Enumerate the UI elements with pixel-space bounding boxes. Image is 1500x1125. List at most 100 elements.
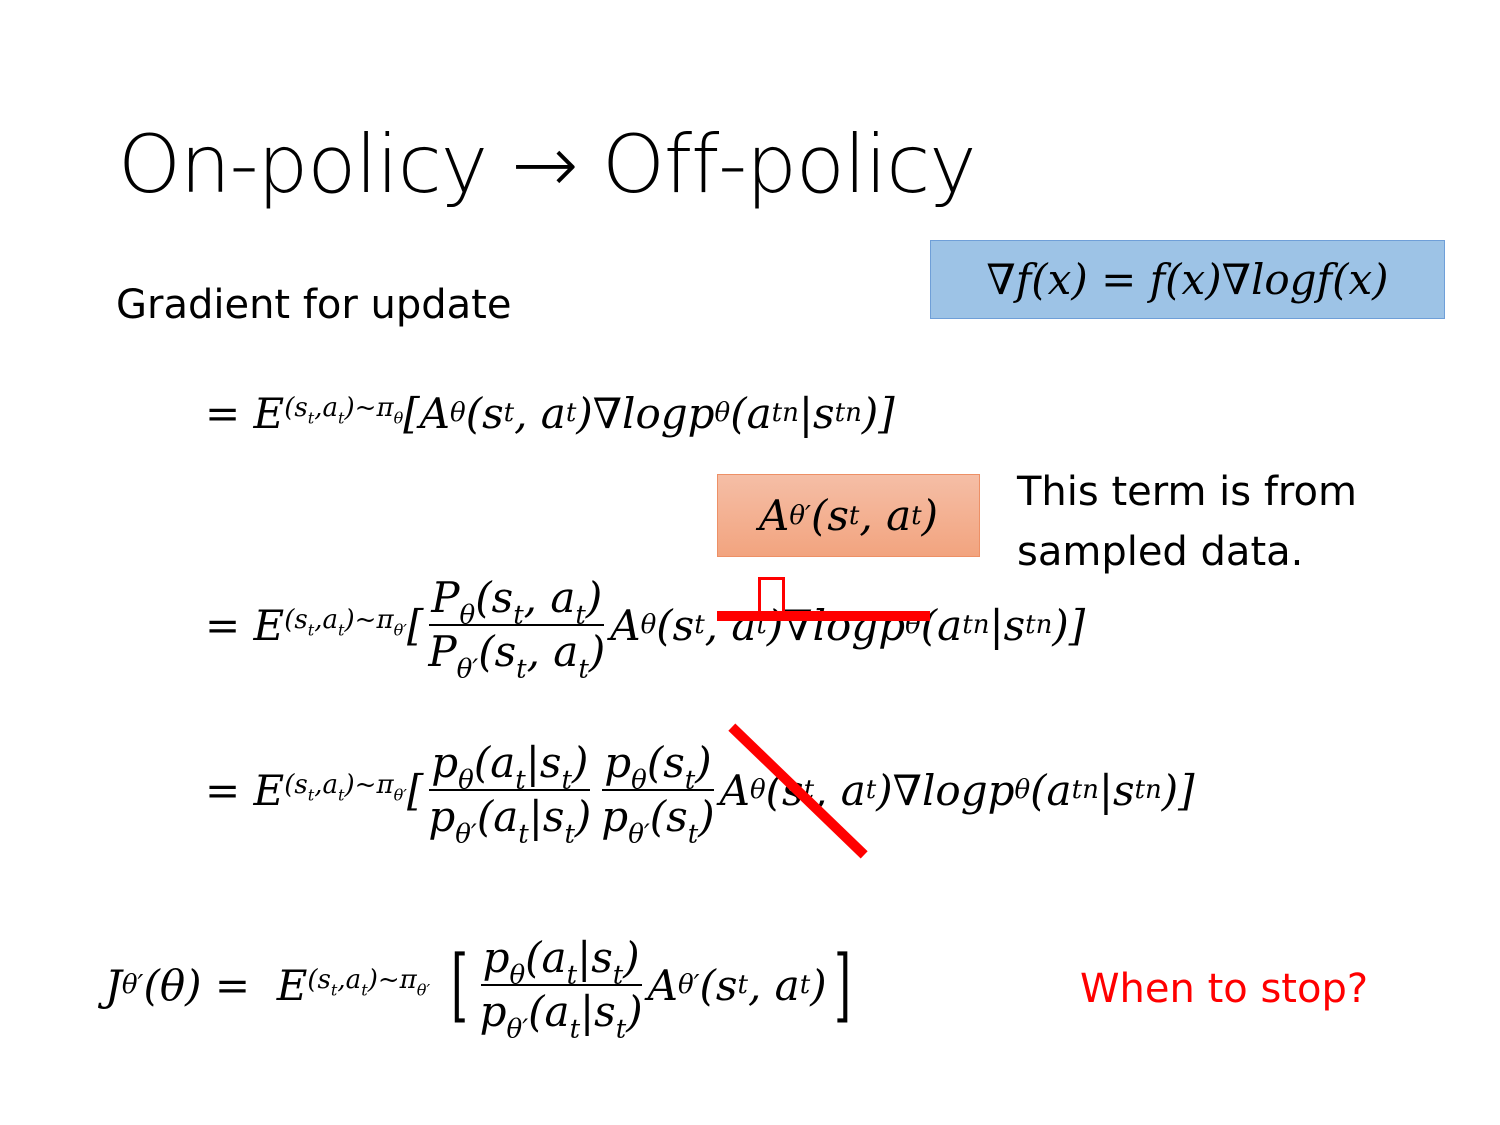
math-token: n (972, 610, 990, 640)
math-token: (st,at)~πθ (284, 395, 403, 426)
math-token: t (803, 775, 815, 805)
math-token: (a (476, 792, 519, 841)
math-token: t (308, 785, 314, 804)
when-to-stop-question: When to stop? (1080, 966, 1369, 1012)
math-token: )∇logp (876, 765, 1015, 815)
math-token: θ (509, 960, 526, 991)
math-token: ) (698, 792, 715, 841)
math-token: t (516, 655, 526, 685)
math-token: = E (205, 388, 285, 438)
math-token: p (431, 737, 459, 787)
math-token: ,a (337, 964, 362, 995)
math-token: θ′ (121, 970, 144, 1000)
math-token: = E (205, 765, 285, 815)
math-token: t (687, 819, 699, 850)
math-token: ) (626, 987, 643, 1036)
math-token: ) (571, 737, 589, 787)
math-token: t (503, 398, 515, 428)
math-token: A (719, 765, 750, 815)
equation-3: = E (st,at)~πθ′[pθ(at|st) pθ′(at|st) pθ(st)… (205, 735, 1195, 848)
math-token: ∇f(x) = f(x)∇logf(x) (986, 255, 1389, 304)
fraction: pθ(at|st) pθ′(at|st) (478, 932, 645, 1043)
math-token: θ′ (455, 820, 477, 850)
note-line-2: sampled data. (1017, 529, 1304, 575)
math-token: )] (1052, 600, 1086, 650)
math-token: [ (406, 600, 424, 650)
fraction: pθ(st) pθ′(st) (599, 737, 716, 848)
slide-title: On-policy → Off-policy (118, 118, 977, 211)
theta-highlight-box (758, 577, 785, 618)
math-token: θ (640, 610, 657, 640)
math-token: t (684, 765, 696, 796)
math-token: (s (810, 491, 849, 540)
math-token: t (737, 970, 748, 1000)
math-token: t (688, 820, 698, 850)
math-token: (s (307, 964, 331, 995)
math-token: t (569, 1014, 581, 1045)
math-token: (s (656, 600, 695, 650)
math-token: t (330, 980, 338, 1000)
math-token: )] (1161, 765, 1195, 815)
math-token: θ′ (628, 820, 650, 850)
math-token: (s (284, 769, 308, 800)
math-token: t (338, 408, 344, 427)
math-token: , a (526, 627, 579, 676)
math-token: t (1134, 775, 1146, 805)
math-token: θ′ (416, 980, 431, 1000)
math-token: )] (861, 388, 895, 438)
math-token: [ (406, 765, 424, 815)
math-token: )~π (344, 392, 394, 423)
math-token: t (570, 1015, 580, 1045)
math-token: ) (810, 960, 827, 1010)
math-token: θ′ (394, 785, 407, 804)
gradient-identity-box: ∇f(x) = f(x)∇logf(x) (930, 240, 1445, 319)
math-token: (a (473, 737, 516, 787)
math-token: t (911, 500, 922, 531)
math-token: θ′ (393, 620, 407, 640)
math-token: t (612, 960, 624, 991)
denominator: pθ′(at|st) (478, 986, 645, 1043)
math-token: P (428, 627, 457, 676)
math-token: θ′ (456, 654, 479, 685)
math-token: t (561, 765, 571, 795)
math-token: (θ) = E (143, 960, 308, 1010)
math-token: θ′ (789, 500, 811, 531)
math-token: θ′ (417, 980, 430, 999)
math-token: |s (528, 792, 565, 841)
math-token: (s (465, 388, 504, 438)
math-token: [A (403, 388, 450, 438)
math-token: t (771, 398, 783, 428)
math-token: t (564, 819, 575, 850)
math-token: |s (798, 388, 835, 438)
math-token: )~π (367, 964, 417, 995)
math-token: |s (525, 737, 562, 787)
math-token: (s (646, 737, 685, 787)
math-token: θ (459, 600, 476, 631)
math-token: ) (695, 737, 712, 787)
math-token: t (516, 654, 527, 685)
math-token: (s (699, 960, 738, 1010)
math-token: t (518, 820, 528, 850)
math-token: t (307, 620, 315, 640)
math-token: θ (460, 600, 476, 630)
math-token: θ (714, 398, 731, 428)
math-token: t (307, 785, 315, 805)
math-token: θ (393, 408, 404, 428)
math-token: (st,at)~πθ′ (284, 607, 407, 638)
math-token: t (308, 620, 314, 639)
math-token: t (962, 610, 973, 640)
math-token: (a (730, 388, 772, 438)
math-token: |s (580, 987, 616, 1036)
math-token: ,a (314, 769, 338, 800)
math-token: , a (514, 388, 566, 438)
math-token: t (307, 408, 315, 428)
math-token: ) (574, 792, 592, 841)
math-token: θ (631, 765, 647, 796)
math-token: A (647, 960, 678, 1010)
numerator: Pθ(st, at) (429, 572, 605, 630)
math-token: (s (284, 392, 308, 423)
math-token: θ (394, 408, 404, 427)
